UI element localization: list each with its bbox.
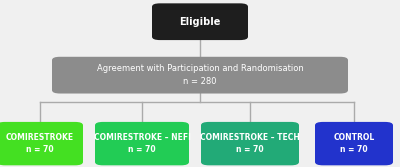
FancyBboxPatch shape	[152, 3, 248, 40]
FancyBboxPatch shape	[201, 122, 299, 165]
Text: Agreement with Participation and Randomisation
n = 280: Agreement with Participation and Randomi…	[97, 64, 303, 86]
Text: Eligible: Eligible	[179, 17, 221, 27]
Text: COMIRESTROKE – NEFI
n = 70: COMIRESTROKE – NEFI n = 70	[94, 133, 190, 154]
Text: COMIRESTROKE
n = 70: COMIRESTROKE n = 70	[6, 133, 74, 154]
FancyBboxPatch shape	[0, 122, 83, 165]
FancyBboxPatch shape	[95, 122, 189, 165]
Text: CONTROL
n = 70: CONTROL n = 70	[333, 133, 375, 154]
FancyBboxPatch shape	[52, 57, 348, 94]
Text: COMIRESTROKE – TECH
n = 70: COMIRESTROKE – TECH n = 70	[200, 133, 300, 154]
FancyBboxPatch shape	[315, 122, 393, 165]
